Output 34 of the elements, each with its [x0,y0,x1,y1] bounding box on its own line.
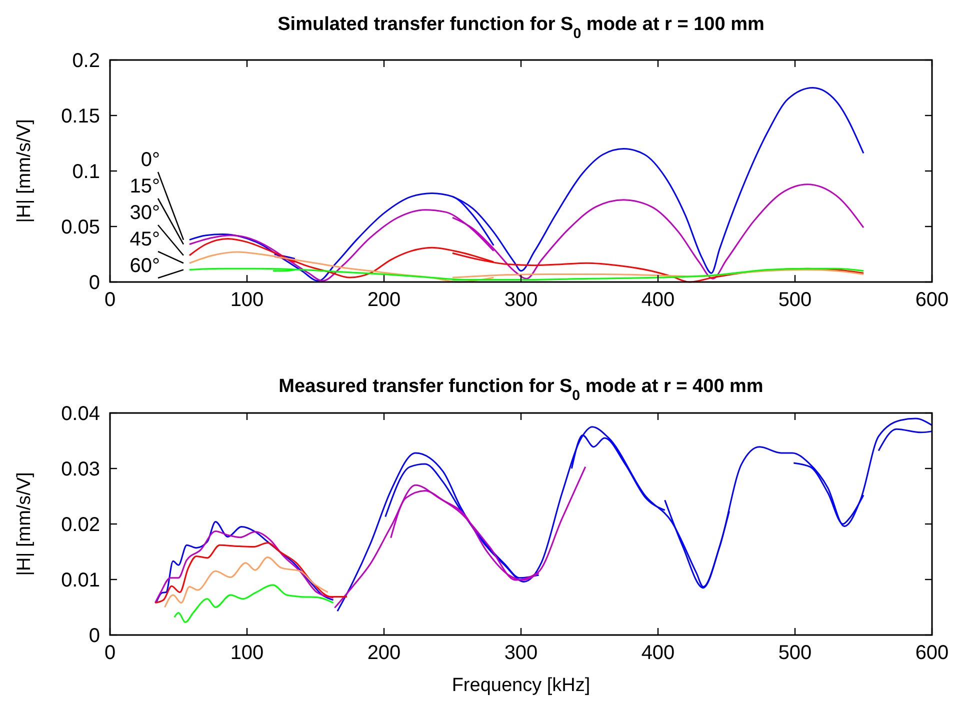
x-tick-label: 0 [104,642,116,664]
y-axis-title: |H| [mm/s/V] [14,119,35,223]
x-tick-label: 400 [641,642,675,664]
y-tick-label: 0.03 [61,458,100,480]
x-axis-title: Frequency [kHz] [452,675,590,696]
y-tick-label: 0.15 [61,106,100,128]
y-tick-label: 0.2 [72,50,100,72]
x-tick-label: 100 [230,642,264,664]
x-tick-label: 0 [104,289,116,311]
x-tick-label: 500 [778,642,812,664]
chart-title: Measured transfer function for S$_{0}$ mode at r = 400 mm [278,376,764,404]
x-tick-label: 300 [504,642,538,664]
x-tick-label: 400 [641,289,675,311]
x-tick-label: 100 [230,289,264,311]
series-label: 45° [130,228,160,250]
y-tick-label: 0.04 [61,403,100,425]
x-tick-label: 200 [367,289,401,311]
text: 30° [130,202,160,224]
text: 0° [140,149,160,171]
y-tick-label: 0.01 [61,570,100,592]
x-tick-label: 600 [915,289,949,311]
series-label: 60° [130,255,160,277]
y-tick-label: 0 [88,272,100,294]
x-tick-label: 300 [504,289,538,311]
y-tick-label: 0.1 [72,161,100,183]
text: 15° [130,176,160,198]
x-tick-label: 500 [778,289,812,311]
y-tick-label: 0.05 [61,216,100,238]
x-tick-label: 600 [915,642,949,664]
chart-title: Simulated transfer function for S$_{0}$ mode at r = 100 mm [278,14,764,42]
y-axis-title: |H| [mm/s/V] [14,472,35,576]
y-tick-label: 0.02 [61,514,100,536]
x-tick-label: 200 [367,642,401,664]
y-tick-label: 0 [88,625,100,647]
